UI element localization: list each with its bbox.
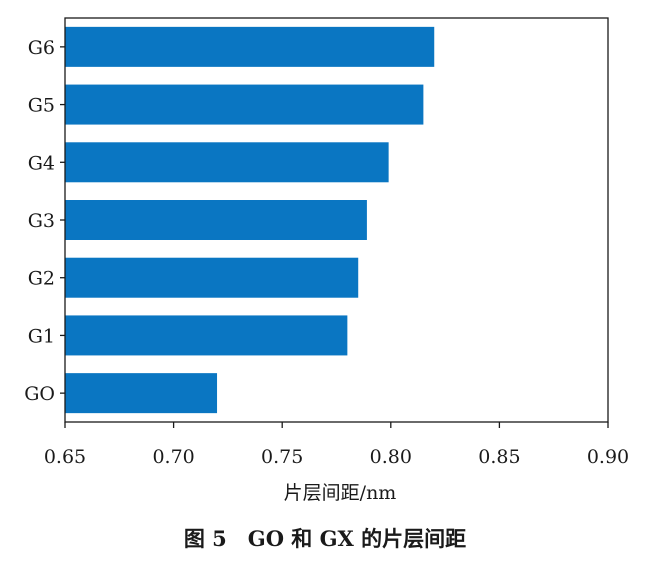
bar-g5 — [65, 84, 424, 125]
bar-g2 — [65, 257, 359, 298]
y-axis-group: GO G1 G2 G3 G4 G5 G6 — [24, 37, 65, 405]
x-tick-label: 0.80 — [370, 446, 412, 468]
bar-g6 — [65, 26, 435, 67]
y-tick-label: G3 — [28, 210, 55, 232]
bar-g1 — [65, 315, 348, 356]
x-axis-group: 0.65 0.70 0.75 0.80 0.85 0.90 — [44, 422, 629, 468]
y-tick-label: G2 — [28, 268, 55, 290]
bars-group — [65, 26, 435, 414]
y-tick-label: G6 — [28, 37, 55, 59]
y-tick-label: G1 — [28, 325, 55, 347]
x-tick-label: 0.70 — [152, 446, 194, 468]
bar-go — [65, 373, 218, 414]
bar-g3 — [65, 200, 367, 240]
y-tick-label: G5 — [28, 95, 55, 117]
bar-g4 — [65, 142, 389, 183]
figure-caption: 图 5 GO 和 GX 的片层间距 — [184, 526, 466, 551]
x-axis-title: 片层间距/nm — [284, 482, 397, 504]
y-tick-label: G4 — [28, 152, 55, 174]
y-tick-label: GO — [24, 383, 55, 405]
x-tick-label: 0.75 — [261, 446, 303, 468]
x-tick-label: 0.65 — [44, 446, 86, 468]
x-tick-label: 0.90 — [587, 446, 629, 468]
x-tick-label: 0.85 — [478, 446, 520, 468]
